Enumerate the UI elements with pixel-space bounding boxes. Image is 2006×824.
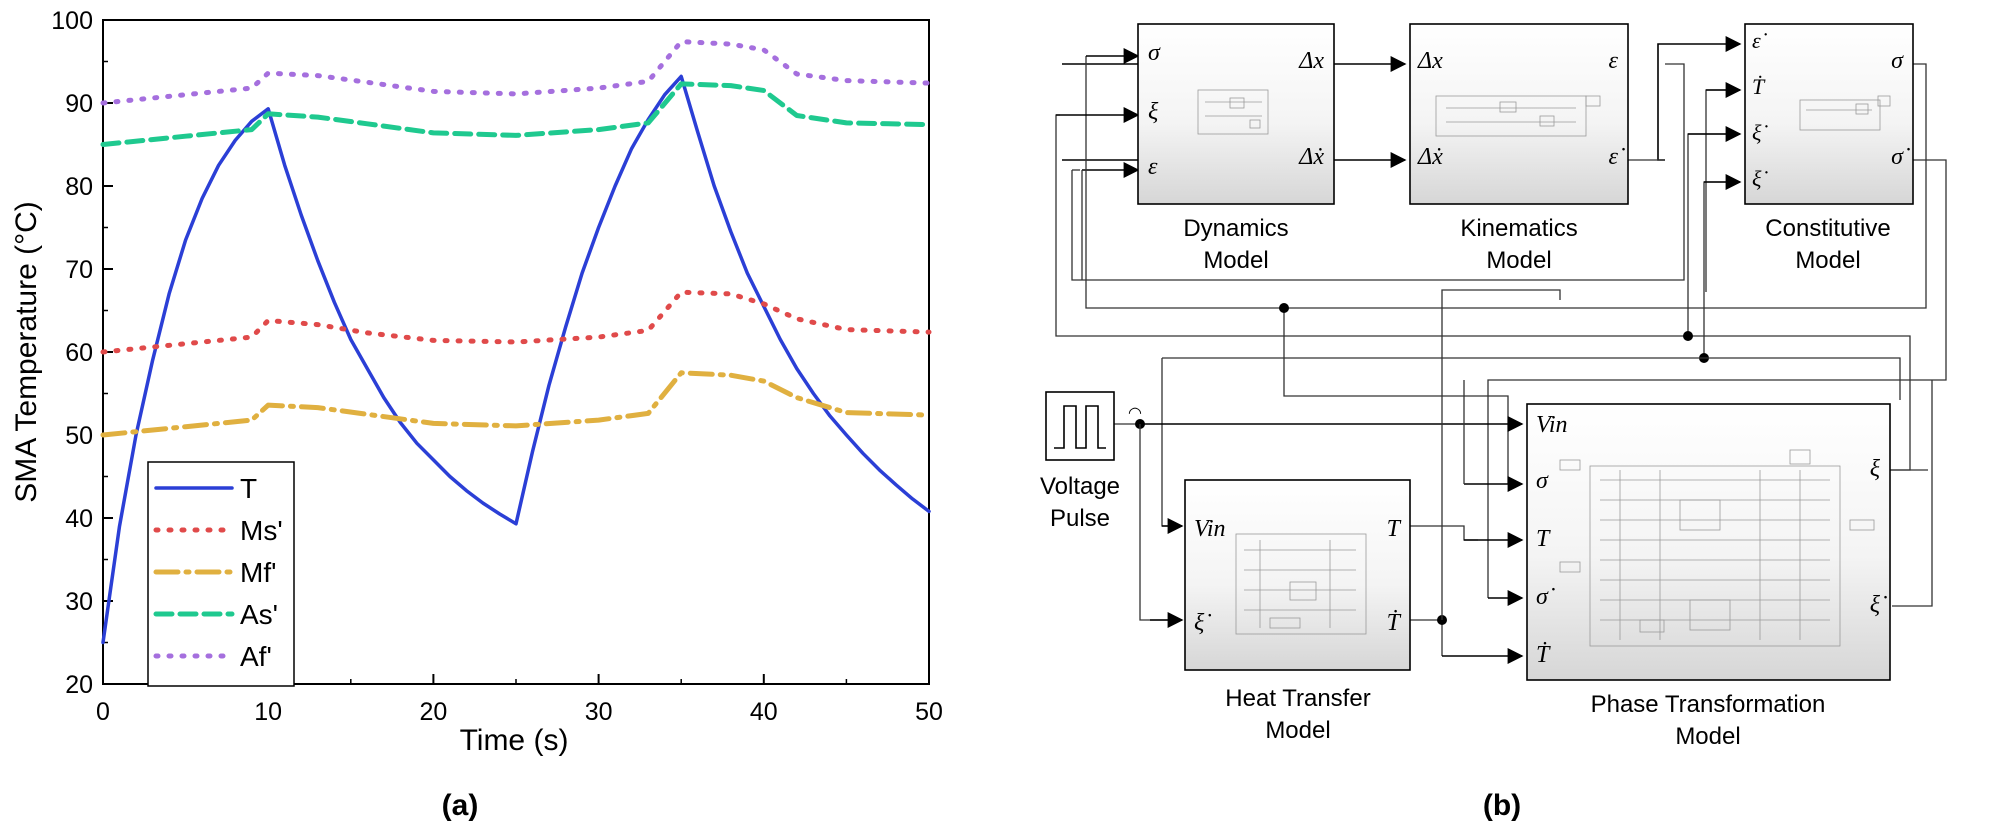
x-tick-label: 30 [585, 698, 613, 726]
kinematics-in-dxdot: Δẋ [1417, 144, 1443, 170]
y-tick-label: 70 [65, 256, 93, 284]
constitutive-block: ε̇ Ṫ ξ̇ ξ̇ σ σ̇ Constitutive Model [1744, 23, 1914, 274]
y-tick-label: 90 [65, 90, 93, 118]
phase-title-2: Model [1675, 723, 1740, 750]
y-axis-ticks: 20 30 40 50 60 70 80 90 100 [51, 7, 113, 699]
legend-label-2: Mf' [240, 557, 276, 588]
y-tick-label: 80 [65, 173, 93, 201]
y-tick-label: 60 [65, 339, 93, 367]
kinematics-out-eps: ε [1609, 48, 1619, 74]
legend-label-0: T [240, 473, 257, 504]
series-line-4 [100, 39, 932, 106]
constitutive-title-2: Model [1795, 247, 1860, 274]
pulse-wave-icon [1054, 405, 1106, 449]
kinematics-title-1: Kinematics [1460, 215, 1577, 242]
kinematics-in-dx: Δx [1417, 48, 1443, 74]
dynamics-out-dx: Δx [1298, 48, 1324, 74]
constitutive-out-sigma: σ [1891, 48, 1904, 74]
dynamics-title-2: Model [1203, 247, 1268, 274]
x-tick-label: 10 [254, 698, 282, 726]
dynamics-out-dxdot: Δẋ [1298, 144, 1324, 170]
pulse-title-1: Voltage [1040, 473, 1120, 500]
y-tick-label: 100 [51, 7, 93, 35]
legend-label-1: Ms' [240, 515, 283, 546]
wireless-icon: ◠ [1128, 405, 1142, 422]
phase-title-1: Phase Transformation [1591, 691, 1826, 718]
pulse-title-2: Pulse [1050, 505, 1110, 532]
panel-a-label: (a) [442, 789, 479, 822]
dynamics-in-xi: ξ [1148, 99, 1159, 125]
series-line-2 [100, 370, 932, 438]
heat-title-2: Model [1265, 717, 1330, 744]
x-axis-label: Time (s) [460, 724, 569, 757]
dynamics-in-eps: ε [1148, 154, 1158, 180]
heat-in-vin: Vin [1194, 516, 1226, 542]
y-tick-label: 30 [65, 588, 93, 616]
x-tick-label: 20 [419, 698, 447, 726]
heat-out-tdot: Ṫ [1387, 610, 1402, 636]
y-axis-label: SMA Temperature (°C) [10, 201, 43, 503]
dynamics-title-1: Dynamics [1183, 215, 1288, 242]
phase-in-sigma: σ [1536, 468, 1549, 494]
heat-out-t: T [1387, 516, 1402, 542]
phase-out-xi: ξ [1870, 456, 1881, 482]
voltage-pulse-block: ◠ Voltage Pulse [1040, 391, 1142, 532]
legend-label-4: Af' [240, 641, 272, 672]
heat-transfer-block: Vin ξ̇ T Ṫ Heat Transfer Model [1184, 479, 1411, 744]
temperature-chart: 20 30 40 50 60 70 80 90 100 0 10 20 30 40 50 T Ms' Mf' A… [10, 7, 943, 822]
x-tick-label: 50 [915, 698, 943, 726]
y-tick-label: 20 [65, 671, 93, 699]
phase-in-t: T [1536, 526, 1551, 552]
dynamics-in-sigma: σ [1148, 40, 1161, 66]
dynamics-block: σ ξ ε Δx Δẋ Dynamics Model [1137, 23, 1335, 274]
heat-title-1: Heat Transfer [1225, 685, 1370, 712]
legend-label-3: As' [240, 599, 278, 630]
series-group [100, 39, 932, 645]
block-diagram: σ ξ ε Δx Δẋ Dynamics Model Δx Δẋ ε ε̇ Ki… [1040, 23, 1947, 822]
series-line-0 [101, 74, 931, 645]
signal-wires [1055, 36, 1947, 664]
series-line-1 [100, 289, 932, 355]
phase-transformation-block: Vin σ T σ̇ Ṫ ξ ξ̇ Phase Transformation M… [1526, 403, 1891, 750]
constitutive-title-1: Constitutive [1765, 215, 1890, 242]
legend: T Ms' Mf' As' Af' [147, 461, 295, 687]
phase-in-vin: Vin [1536, 412, 1568, 438]
x-tick-label: 0 [96, 698, 110, 726]
x-tick-label: 40 [750, 698, 778, 726]
x-axis-ticks: 0 10 20 30 40 50 [96, 674, 943, 726]
kinematics-title-2: Model [1486, 247, 1551, 274]
y-tick-label: 40 [65, 505, 93, 533]
panel-b-label: (b) [1483, 789, 1521, 822]
kinematics-block: Δx Δẋ ε ε̇ Kinematics Model [1409, 23, 1629, 274]
series-line-3 [100, 81, 932, 147]
y-tick-label: 50 [65, 422, 93, 450]
constitutive-in-tdot: Ṫ [1752, 74, 1766, 99]
phase-in-tdot: Ṫ [1536, 642, 1551, 668]
